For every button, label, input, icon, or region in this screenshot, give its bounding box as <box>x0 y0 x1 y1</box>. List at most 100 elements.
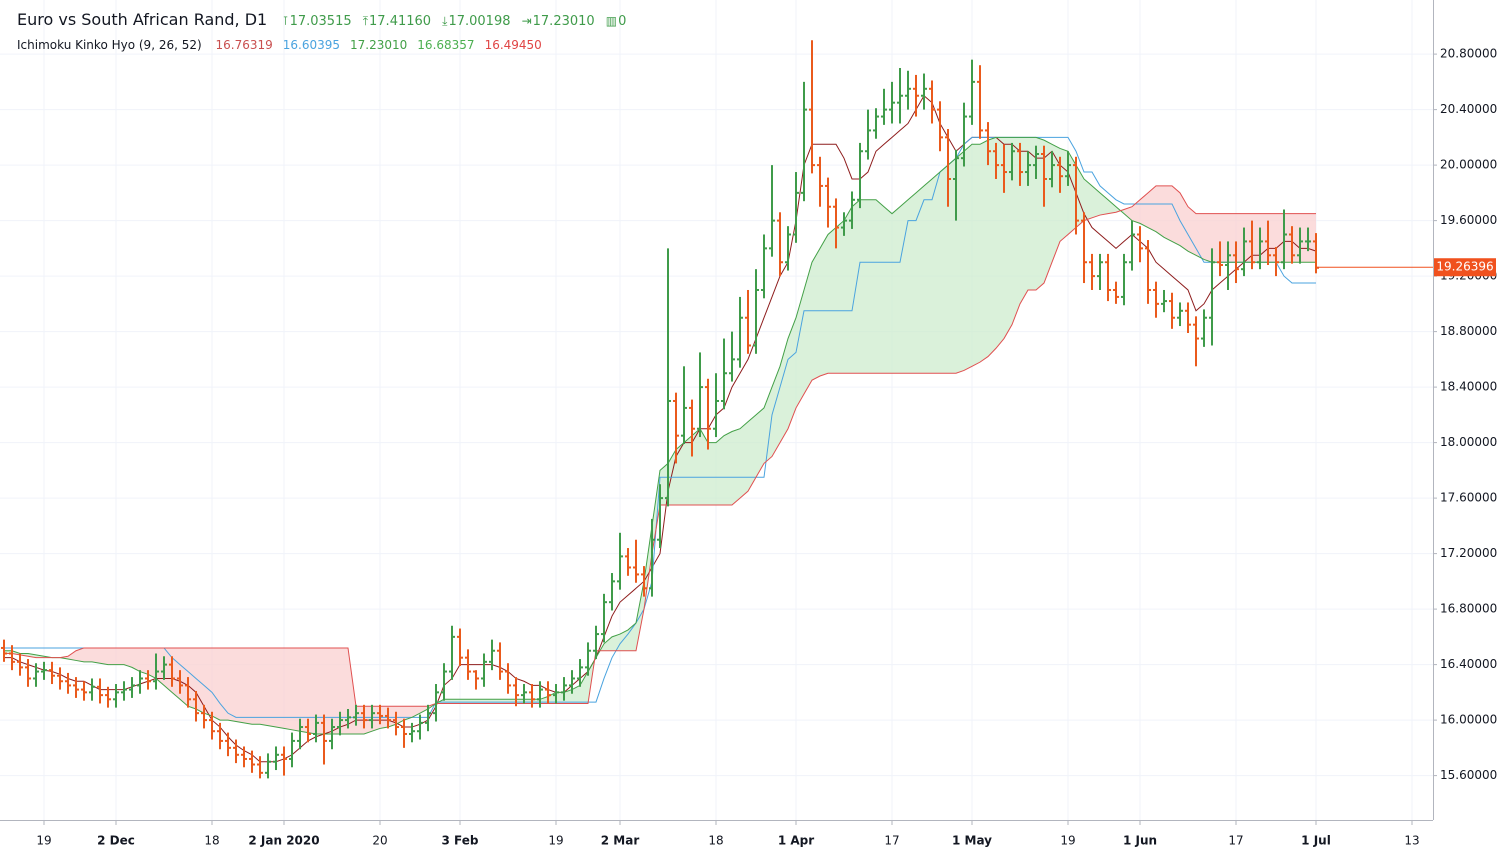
cloud-fill <box>1292 213 1300 263</box>
cloud-fill <box>1236 213 1244 263</box>
cloud-fill <box>804 262 812 395</box>
cloud-fill <box>116 647 124 665</box>
cloud-fill <box>500 699 508 704</box>
cloud-fill <box>924 178 932 374</box>
x-tick-label: 1 Jul <box>1301 834 1331 848</box>
cloud-fill <box>236 647 244 723</box>
y-tick-label: 20.00000 <box>1440 158 1497 172</box>
cloud-fill <box>1132 199 1140 224</box>
cloud-fill <box>316 647 324 734</box>
cloud-fill <box>476 699 484 704</box>
low-icon: ⤓ <box>442 14 448 28</box>
y-tick-label: 19.60000 <box>1440 213 1497 227</box>
cloud-fill <box>836 220 844 374</box>
cloud-fill <box>1164 185 1172 242</box>
cloud-fill <box>508 699 516 704</box>
open-icon: ⊺ <box>282 14 289 28</box>
cloud-fill <box>1108 199 1116 214</box>
cloud-fill <box>196 647 204 714</box>
cloud-fill <box>700 428 708 506</box>
cloud-fill <box>1124 206 1132 221</box>
high-icon: ⤒ <box>362 14 369 28</box>
cloud-fill <box>716 435 724 506</box>
cloud-fill <box>916 185 924 374</box>
cloud-fill <box>580 671 588 704</box>
cloud-fill <box>1204 213 1212 263</box>
x-tick-label: 2 Mar <box>601 834 640 848</box>
cloud-fill <box>948 158 956 374</box>
x-tick-label: 19 <box>548 834 563 848</box>
cloud-fill <box>1076 165 1084 228</box>
cloud-fill <box>1244 213 1252 263</box>
cloud-fill <box>84 647 92 662</box>
indicator-line <box>4 136 1316 718</box>
cloud-fill <box>1028 137 1036 290</box>
cloud-fill <box>188 647 196 710</box>
cloud-fill <box>988 137 996 357</box>
x-tick-label: 3 Feb <box>442 834 479 848</box>
cloud-fill <box>76 647 84 662</box>
y-tick-label: 16.00000 <box>1440 713 1497 727</box>
cloud-fill <box>1156 185 1164 238</box>
cloud-fill <box>820 234 828 377</box>
x-tick-label: 18 <box>708 834 723 848</box>
cloud-fill <box>660 463 668 506</box>
cloud-fill <box>92 647 100 664</box>
cloud-fill <box>1308 213 1316 263</box>
cloud-fill <box>620 629 628 651</box>
x-tick-label: 18 <box>204 834 219 848</box>
cloud-fill <box>860 199 868 374</box>
cloud-fill <box>484 699 492 704</box>
plot-area <box>1 40 1433 779</box>
cloud-fill <box>132 647 140 672</box>
cloud-fill <box>524 699 532 704</box>
cloud-fill <box>756 407 764 478</box>
cloud-fill <box>1012 137 1020 325</box>
cloud-fill <box>1068 151 1076 235</box>
x-tick-label: 17 <box>884 834 899 848</box>
volume-icon: ▥ <box>605 14 618 28</box>
indicator-value: 16.60395 <box>282 38 341 52</box>
cloud-fill <box>396 706 404 725</box>
cloud-fill <box>444 699 452 704</box>
cloud-fill <box>1092 185 1100 218</box>
cloud-fill <box>628 622 636 651</box>
last-price-label: 19.26396 <box>1436 260 1493 274</box>
cloud-fill <box>228 647 236 722</box>
indicator-value: 17.23010 <box>350 38 408 52</box>
x-tick-label: 2 Dec <box>97 834 135 848</box>
cloud-fill <box>564 689 572 704</box>
cloud-fill <box>908 192 916 374</box>
indicator-value: 16.76319 <box>215 38 273 52</box>
cloud-fill <box>1276 213 1284 263</box>
cloud-fill <box>156 647 164 686</box>
y-tick-label: 16.80000 <box>1440 602 1497 616</box>
indicator-title: Ichimoku Kinko Hyo (9, 26, 52) <box>17 38 202 52</box>
cloud-fill <box>604 636 612 651</box>
cloud-fill <box>1196 213 1204 260</box>
cloud-fill <box>388 706 396 728</box>
cloud-fill <box>940 165 948 374</box>
cloud-fill <box>572 685 580 704</box>
cloud-fill <box>1004 137 1012 339</box>
cloud-fill <box>300 647 308 733</box>
cloud-fill <box>932 172 940 374</box>
indicator-legend: Ichimoku Kinko Hyo (9, 26, 52) 16.76319 1… <box>17 38 552 52</box>
y-tick-label: 20.80000 <box>1440 47 1497 61</box>
y-tick-label: 18.40000 <box>1440 380 1497 394</box>
close-icon: ⇥ <box>521 14 532 28</box>
cloud-fill <box>772 366 780 457</box>
cloud-fill <box>340 647 348 734</box>
cloud-fill <box>964 144 972 371</box>
last-price-box <box>1434 258 1496 277</box>
cloud-fill <box>372 706 380 732</box>
cloud-fill <box>876 199 884 374</box>
cloud-fill <box>172 647 180 700</box>
x-tick-label: 13 <box>1404 834 1419 848</box>
cloud-fill <box>828 227 836 374</box>
x-tick-label: 2 Jan 2020 <box>248 834 319 848</box>
cloud-fill <box>460 699 468 704</box>
cloud-fill <box>348 647 356 734</box>
